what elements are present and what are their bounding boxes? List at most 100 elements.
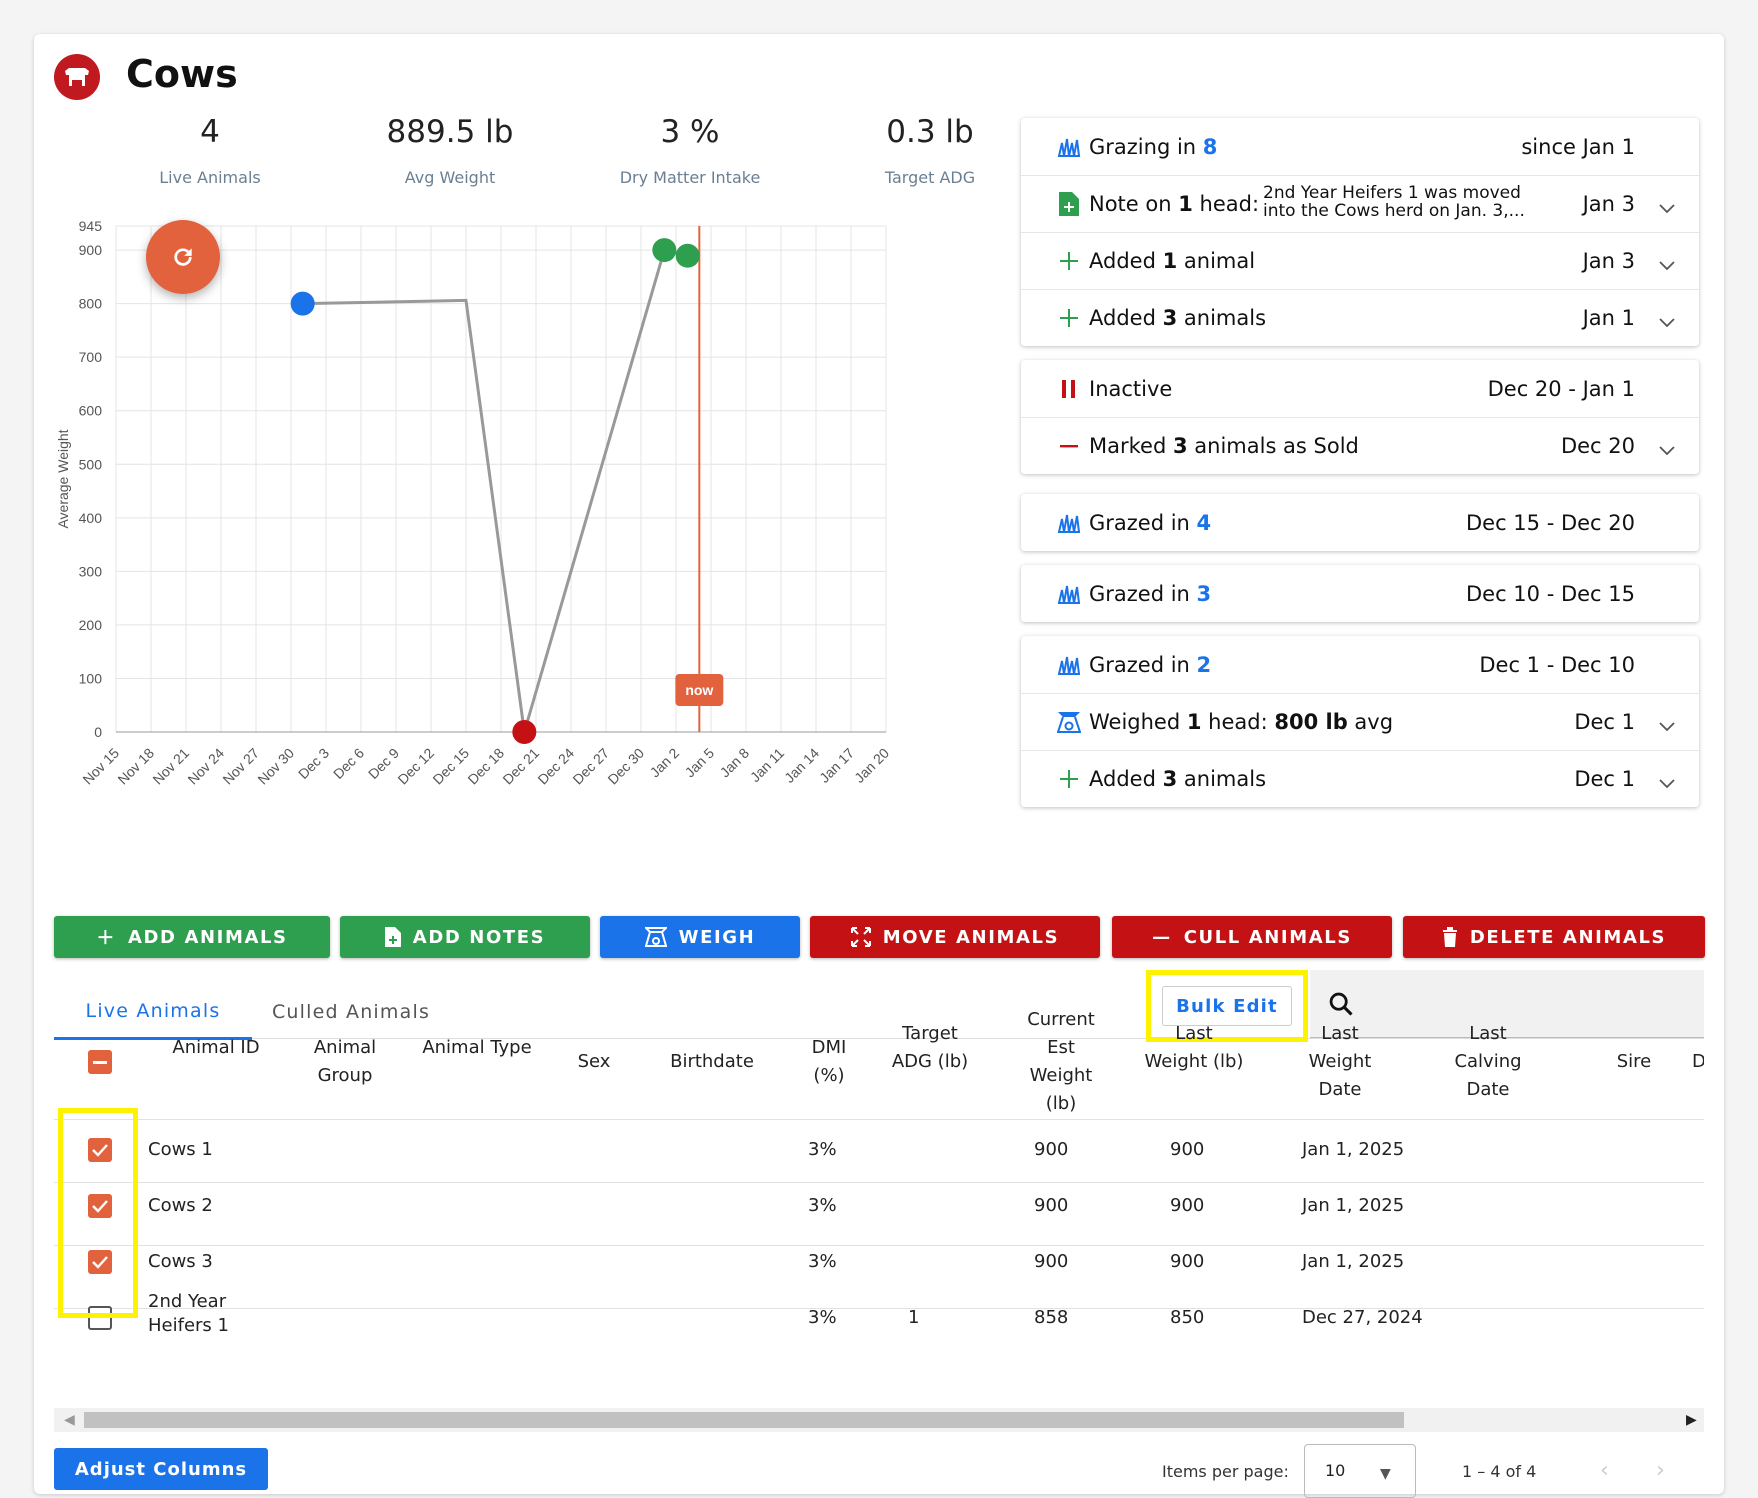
event-prefix: Weighed [1089,710,1187,734]
event-row: Grazed in 2 Dec 1 - Dec 10 [1021,636,1699,693]
chevron-down-icon[interactable] [1659,252,1677,271]
column-header-dmi[interactable]: DMI (%) [811,1037,847,1086]
column-header-birthdate[interactable]: Birthdate [670,1051,754,1072]
adjust-columns-button[interactable]: Adjust Columns [54,1448,268,1490]
column-header-truncated[interactable]: D [1692,1051,1704,1072]
data-point [512,720,537,744]
event-count[interactable]: 4 [1196,510,1212,535]
events-panel-grazed-2: Grazed in 2 Dec 1 - Dec 10 Weighed 1 head:… [1021,636,1699,807]
chevron-down-icon[interactable] [1659,713,1677,732]
column-header-animal-id[interactable]: Animal ID [172,1037,260,1058]
stat-target-adg: 0.3 lb Target ADG [810,114,1050,187]
event-row[interactable]: Weighed 1 head: 800 lb avg Dec 1 [1021,693,1699,750]
bulk-edit-button[interactable]: Bulk Edit [1162,986,1292,1026]
scrollbar-thumb[interactable] [84,1412,1404,1428]
event-row[interactable]: Added 3 animals Jan 1 [1021,289,1699,346]
add-animals-button[interactable]: ＋ ADD ANIMALS [54,916,330,958]
event-date: Dec 15 - Dec 20 [1466,510,1635,535]
chevron-down-icon[interactable] [1659,770,1677,789]
event-text: Added 1 animal [1089,249,1255,273]
event-count[interactable]: 8 [1202,134,1218,159]
event-row[interactable]: Added 3 animals Dec 1 [1021,750,1699,807]
event-count[interactable]: 3 [1196,581,1212,606]
y-axis-label: Average Weight [55,429,71,528]
event-date: Dec 1 [1574,767,1635,791]
column-header-last-weight-date[interactable]: Last Weight Date [1308,1023,1372,1100]
event-row[interactable]: Marked 3 animals as Sold Dec 20 [1021,417,1699,474]
refresh-button[interactable] [146,220,220,294]
move-animals-button[interactable]: MOVE ANIMALS [810,916,1100,958]
tab-live-animals[interactable]: Live Animals [54,984,252,1040]
event-row[interactable]: Added 1 animal Jan 3 [1021,232,1699,289]
event-count: 1 [1162,249,1178,273]
cull-animals-label: CULL ANIMALS [1183,926,1352,948]
event-suffix: animal [1177,249,1256,273]
column-header-animal-group[interactable]: Animal Group [313,1037,377,1086]
minus-icon: — [1152,926,1172,948]
add-notes-button[interactable]: ADD NOTES [340,916,590,958]
column-header-target-adg[interactable]: Target ADG (lb) [891,1023,969,1072]
x-tick-label: Dec 27 [569,745,612,788]
delete-animals-button[interactable]: DELETE ANIMALS [1403,916,1705,958]
event-prefix: Added [1089,249,1163,273]
search-icon[interactable] [1327,990,1355,1022]
checkbox-unchecked[interactable] [88,1306,112,1330]
next-page-icon[interactable]: › [1656,1458,1665,1483]
stat-label: Live Animals [159,168,261,187]
search-input[interactable] [1310,970,1704,1038]
event-count: 1 [1186,710,1202,734]
y-tick-label: 0 [94,724,102,740]
x-tick-label: Nov 24 [184,745,227,788]
weight-series-line [302,248,689,733]
cell-animal-id[interactable]: Cows 2 [148,1195,213,1216]
herd-card: Cows 4 Live Animals 889.5 lb Avg Weight … [34,34,1724,1498]
checkbox-checked[interactable] [88,1250,112,1274]
column-header-sire[interactable]: Sire [1616,1051,1652,1072]
checkbox-checked[interactable] [88,1138,112,1162]
cell-dmi: 3% [808,1139,837,1160]
select-all-checkbox[interactable] [88,1050,112,1074]
chevron-down-icon[interactable] [1659,437,1677,456]
column-header-current-est-weight[interactable]: Current Est Weight (lb) [1027,1009,1095,1114]
column-header-last-weight[interactable]: Last Weight (lb) [1144,1023,1244,1072]
y-tick-label: 945 [79,218,103,234]
event-count[interactable]: 2 [1196,652,1212,677]
cell-animal-id[interactable]: Cows 3 [148,1251,213,1272]
event-row[interactable]: Note on 1 head: 2nd Year Heifers 1 was mo… [1021,175,1699,232]
pagination-range: 1 – 4 of 4 [1462,1462,1537,1481]
checkbox-checked[interactable] [88,1194,112,1218]
page-title: Cows [126,52,238,96]
column-header-last-calving-date[interactable]: Last Calving Date [1454,1023,1522,1100]
scroll-right-icon[interactable]: ▶ [1686,1412,1697,1428]
weigh-button[interactable]: WEIGH [600,916,800,958]
x-tick-label: Dec 18 [464,745,507,788]
cell-last-weight-date: Dec 27, 2024 [1302,1307,1423,1328]
prev-page-icon[interactable]: ‹ [1600,1458,1609,1483]
cell-current-est-weight: 900 [1034,1195,1069,1216]
event-prefix: Grazed in [1089,510,1197,535]
cull-animals-button[interactable]: — CULL ANIMALS [1112,916,1392,958]
items-per-page-select[interactable]: 10 [1304,1444,1416,1498]
column-header-animal-type[interactable]: Animal Type [422,1037,532,1058]
cell-animal-id[interactable]: 2nd Year Heifers 1 [148,1291,229,1336]
y-tick-label: 700 [79,349,103,365]
column-header-sex[interactable]: Sex [577,1051,611,1072]
x-tick-label: Nov 27 [219,745,262,788]
scroll-left-icon[interactable]: ◀ [64,1412,75,1428]
chevron-down-icon[interactable] [1659,309,1677,328]
event-text: Weighed 1 head: 800 lb avg [1089,710,1393,734]
tab-culled-animals[interactable]: Culled Animals [271,1001,431,1023]
x-tick-label: Nov 21 [149,745,192,788]
cell-animal-id[interactable]: Cows 1 [148,1139,213,1160]
chevron-down-icon[interactable] [1659,195,1677,214]
checkbox-highlight [58,1108,138,1318]
y-tick-label: 900 [79,242,103,258]
cell-last-weight: 900 [1170,1251,1205,1272]
y-tick-label: 400 [79,510,103,526]
events-panel-inactive: Inactive Dec 20 - Jan 1 Marked 3 animals a… [1021,360,1699,474]
event-prefix: Added [1089,306,1163,330]
cell-current-est-weight: 900 [1034,1139,1069,1160]
event-text: Note on 1 head: [1089,192,1259,216]
event-count: 3 [1172,434,1188,458]
